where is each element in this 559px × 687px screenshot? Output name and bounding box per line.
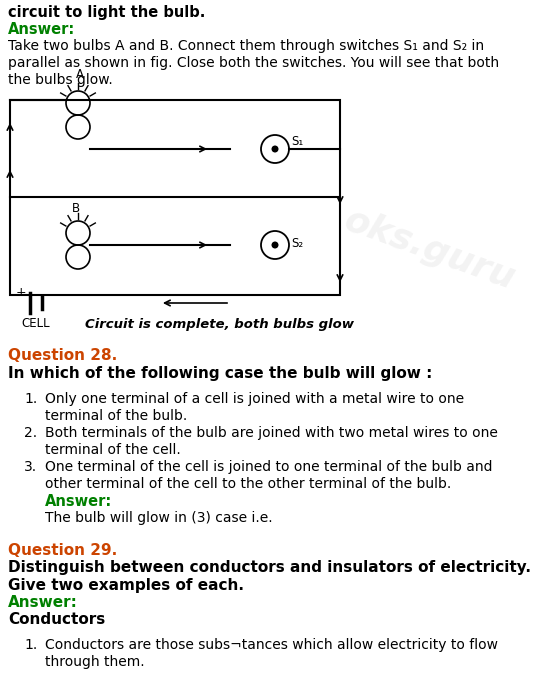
Text: Only one terminal of a cell is joined with a metal wire to one: Only one terminal of a cell is joined wi…: [45, 392, 464, 406]
Circle shape: [272, 242, 278, 249]
Text: 2.: 2.: [24, 426, 37, 440]
Text: other terminal of the cell to the other terminal of the bulb.: other terminal of the cell to the other …: [45, 477, 451, 491]
Text: Conductors are those subs¬tances which allow electricity to flow: Conductors are those subs¬tances which a…: [45, 638, 498, 652]
Text: CELL: CELL: [22, 317, 50, 330]
Text: through them.: through them.: [45, 655, 145, 669]
Text: In which of the following case the bulb will glow :: In which of the following case the bulb …: [8, 366, 432, 381]
Text: S₂: S₂: [291, 237, 303, 250]
Text: the bulbs glow.: the bulbs glow.: [8, 73, 113, 87]
Text: Give two examples of each.: Give two examples of each.: [8, 578, 244, 593]
Text: oks.guru: oks.guru: [340, 203, 520, 297]
Text: B: B: [72, 202, 80, 215]
Text: circuit to light the bulb.: circuit to light the bulb.: [8, 5, 205, 20]
Text: Question 29.: Question 29.: [8, 543, 117, 558]
Text: +: +: [16, 286, 26, 298]
Bar: [10, 100, 340, 295]
Text: A: A: [76, 68, 84, 81]
Text: Conductors: Conductors: [8, 612, 105, 627]
Text: The bulb will glow in (3) case i.e.: The bulb will glow in (3) case i.e.: [45, 511, 273, 525]
Text: 1.: 1.: [24, 638, 37, 652]
Text: Answer:: Answer:: [8, 22, 75, 37]
Text: Circuit is complete, both bulbs glow: Circuit is complete, both bulbs glow: [85, 318, 354, 331]
Text: terminal of the bulb.: terminal of the bulb.: [45, 409, 187, 423]
Text: Answer:: Answer:: [45, 494, 112, 509]
Text: parallel as shown in fig. Close both the switches. You will see that both: parallel as shown in fig. Close both the…: [8, 56, 499, 70]
Text: Both terminals of the bulb are joined with two metal wires to one: Both terminals of the bulb are joined wi…: [45, 426, 498, 440]
Text: Take two bulbs A and B. Connect them through switches S₁ and S₂ in: Take two bulbs A and B. Connect them thr…: [8, 39, 484, 53]
Text: S₁: S₁: [291, 135, 303, 148]
Text: Answer:: Answer:: [8, 595, 78, 610]
Text: terminal of the cell.: terminal of the cell.: [45, 443, 181, 457]
Text: One terminal of the cell is joined to one terminal of the bulb and: One terminal of the cell is joined to on…: [45, 460, 492, 474]
Text: 1.: 1.: [24, 392, 37, 406]
Text: Question 28.: Question 28.: [8, 348, 117, 363]
Text: 3.: 3.: [24, 460, 37, 474]
Circle shape: [272, 146, 278, 153]
Text: Distinguish between conductors and insulators of electricity.: Distinguish between conductors and insul…: [8, 560, 531, 575]
